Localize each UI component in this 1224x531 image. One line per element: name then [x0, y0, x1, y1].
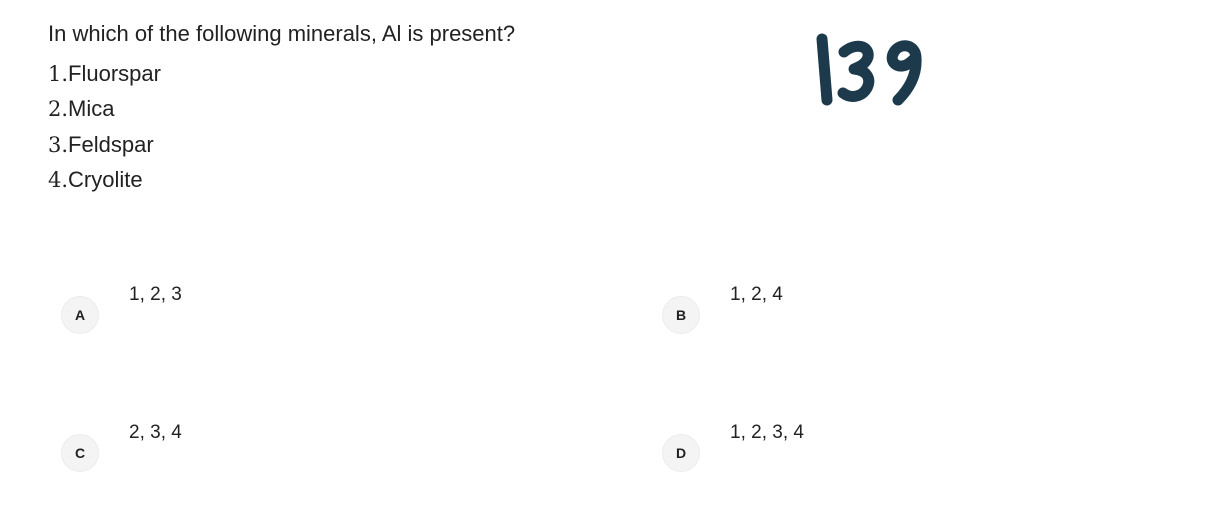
statement-item: 1. Fluorspar — [48, 56, 161, 92]
statement-number: 4. — [48, 168, 69, 193]
statement-item: 4. Cryolite — [48, 163, 161, 199]
handwritten-question-number — [816, 33, 922, 106]
option-a-badge: A — [61, 296, 99, 334]
statement-number: 1. — [48, 61, 69, 86]
statement-number: 2. — [48, 97, 69, 122]
option-c-text: 2, 3, 4 — [129, 422, 182, 443]
option-b-text: 1, 2, 4 — [730, 284, 783, 305]
option-c-badge: C — [61, 434, 99, 472]
statement-item: 3. Feldspar — [48, 127, 161, 163]
option-a[interactable]: A 1, 2, 3 — [61, 284, 182, 334]
option-d[interactable]: D 1, 2, 3, 4 — [662, 422, 804, 472]
option-d-text: 1, 2, 3, 4 — [730, 422, 804, 443]
option-d-badge: D — [662, 434, 700, 472]
statement-list: 1. Fluorspar 2. Mica 3. Feldspar 4. Cryo… — [48, 56, 161, 198]
option-b[interactable]: B 1, 2, 4 — [662, 284, 783, 334]
statement-item: 2. Mica — [48, 92, 161, 128]
option-a-text: 1, 2, 3 — [129, 284, 182, 305]
statement-text: Fluorspar — [68, 60, 161, 86]
statement-text: Mica — [68, 96, 115, 122]
option-c[interactable]: C 2, 3, 4 — [61, 422, 182, 472]
statement-text: Cryolite — [68, 167, 143, 193]
option-b-badge: B — [662, 296, 700, 334]
question-text: In which of the following minerals, Al i… — [48, 21, 516, 46]
statement-number: 3. — [48, 132, 69, 157]
statement-text: Feldspar — [68, 131, 154, 157]
